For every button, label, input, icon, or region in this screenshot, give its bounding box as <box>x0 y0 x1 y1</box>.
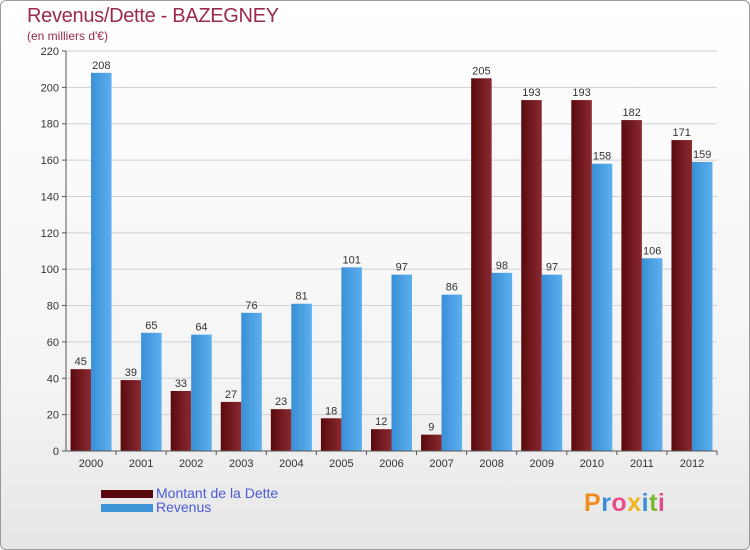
legend-swatch-revenue <box>101 504 153 512</box>
debt-value-label: 39 <box>125 367 137 379</box>
x-tick-label: 2004 <box>279 458 303 470</box>
x-tick-label: 2002 <box>179 458 203 470</box>
y-tick-label: 60 <box>47 337 59 349</box>
x-tick-label: 2007 <box>429 458 453 470</box>
logo-letter: o <box>611 489 628 517</box>
debt-bar <box>521 100 542 451</box>
revenue-bar <box>641 258 663 451</box>
revenue-bar <box>341 267 362 451</box>
debt-value-label: 23 <box>275 396 287 408</box>
revenue-bar <box>541 274 563 451</box>
x-tick-label: 2003 <box>229 458 253 470</box>
x-tick-label: 2008 <box>479 458 503 470</box>
x-tick-label: 2009 <box>529 458 553 470</box>
logo-letter: r <box>601 489 612 517</box>
y-tick-label: 200 <box>41 82 59 94</box>
revenue-bar <box>441 294 463 451</box>
x-tick-label: 2010 <box>580 458 604 470</box>
x-tick-label: 2005 <box>329 458 353 470</box>
x-tick-label: 2000 <box>79 458 103 470</box>
revenue-bar <box>291 303 312 451</box>
axes <box>62 50 718 455</box>
x-tick-label: 2012 <box>680 458 704 470</box>
revenue-bar <box>391 274 412 451</box>
debt-value-label: 18 <box>325 405 337 417</box>
revenue-value-label: 64 <box>195 322 207 334</box>
y-tick-label: 220 <box>41 46 59 58</box>
debt-value-label: 27 <box>225 389 237 401</box>
y-tick-label: 40 <box>47 373 59 385</box>
x-tick-label: 2011 <box>630 458 654 470</box>
y-tick-label: 0 <box>53 446 59 458</box>
x-tick-label: 2006 <box>379 458 403 470</box>
proxiti-logo: Proxiti <box>584 489 665 518</box>
debt-bar <box>621 120 642 451</box>
debt-value-label: 205 <box>472 65 490 77</box>
revenue-value-label: 158 <box>593 151 611 163</box>
revenue-value-label: 97 <box>396 262 408 274</box>
revenue-value-label: 81 <box>295 291 307 303</box>
debt-bar <box>70 369 92 451</box>
debt-bar <box>421 434 442 451</box>
revenue-value-label: 101 <box>342 254 360 266</box>
revenue-value-label: 86 <box>446 282 458 294</box>
debt-value-label: 9 <box>428 422 434 434</box>
logo-letter: x <box>627 489 642 517</box>
revenue-bar <box>591 163 613 451</box>
debt-bar <box>671 140 692 451</box>
legend-label-debt: Montant de la Dette <box>156 485 279 501</box>
y-tick-label: 120 <box>41 228 59 240</box>
revenue-bar <box>91 72 112 452</box>
revenue-value-label: 97 <box>546 262 558 274</box>
y-tick-label: 180 <box>41 119 59 131</box>
y-tick-label: 80 <box>47 301 59 313</box>
y-tick-label: 100 <box>41 264 59 276</box>
y-tick-label: 160 <box>41 155 59 167</box>
debt-bar <box>120 380 142 451</box>
debt-value-label: 193 <box>522 87 540 99</box>
debt-bar <box>170 391 192 451</box>
debt-value-label: 33 <box>175 378 187 390</box>
logo-letter: P <box>584 489 602 517</box>
logo-letter: i <box>657 489 666 517</box>
revenue-value-label: 98 <box>496 260 508 272</box>
y-tick-label: 20 <box>47 410 59 422</box>
legend-swatch-debt <box>101 490 153 498</box>
debt-value-label: 182 <box>622 107 640 119</box>
revenue-bar <box>691 161 713 451</box>
revenue-bar <box>191 334 212 451</box>
revenue-value-label: 159 <box>693 149 711 161</box>
debt-value-label: 12 <box>375 416 387 428</box>
y-tick-label: 140 <box>41 191 59 203</box>
revenue-value-label: 76 <box>245 300 257 312</box>
debt-bar <box>471 78 492 451</box>
debt-bar <box>320 418 342 451</box>
debt-bar <box>270 409 292 451</box>
x-tick-label: 2001 <box>129 458 153 470</box>
debt-value-label: 193 <box>572 87 590 99</box>
debt-value-label: 171 <box>673 127 691 139</box>
logo-letter: t <box>649 489 658 517</box>
revenue-value-label: 208 <box>92 60 110 72</box>
revenue-bar <box>241 312 262 451</box>
debt-bar <box>220 401 242 451</box>
debt-bar <box>371 429 392 451</box>
debt-bar <box>571 100 592 451</box>
legend-label-revenue: Revenus <box>156 499 212 515</box>
revenue-bar <box>141 332 162 451</box>
chart-title: Revenus/Dette - BAZEGNEY <box>27 5 279 27</box>
logo-letter: i <box>641 489 650 517</box>
revenue-bar <box>491 272 513 451</box>
revenue-value-label: 106 <box>643 245 661 257</box>
revenue-value-label: 65 <box>145 320 157 332</box>
debt-value-label: 45 <box>75 356 87 368</box>
chart-subtitle: (en milliers d'€) <box>27 29 108 43</box>
bars <box>70 72 713 452</box>
labels: 0 20 40 60 80 100 120 140 160 180 200 220 2000 45 208 2… <box>41 46 712 470</box>
